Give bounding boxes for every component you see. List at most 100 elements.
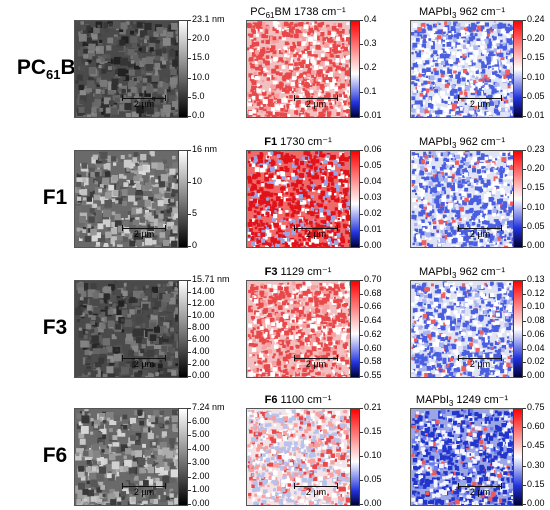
colorbar-tick-label: 12.00 [188,298,215,308]
colorbar-tick-label: 0.58 [360,356,382,367]
colorbar-tick-label: 0.12 [523,287,545,298]
colorbar-tick-label: 0.06 [360,144,382,154]
colorbar-tick-label: 7.24 nm [188,402,225,412]
colorbar-tick-label: 5.00 [188,429,210,440]
scale-bar-label: 2 µm [133,359,155,369]
colorbar-tick-label: 0.04 [360,176,382,186]
scale-bar-label: 2 µm [305,99,327,109]
scale-bar-label: 2 µm [469,229,491,239]
sample-label: F1 [42,186,68,209]
colorbar-tick-label: 0.05 [523,220,545,231]
afm-topography-image [74,20,180,118]
colorbar-tick-label: 23.1 nm [188,14,225,24]
scale-bar-label: 2 µm [305,487,327,497]
colorbar-tick-label: 4.00 [188,443,210,454]
colorbar-tick-label: 0.00 [360,240,382,250]
colorbar-tick-label: 0.3 [360,38,377,48]
colorbar-tick-label: 4.00 [188,346,210,356]
colorbar-tick-label: 8.00 [188,322,210,332]
colorbar-tick-label: 0.03 [360,192,382,202]
colorbar-tick-label: 0 [187,240,198,250]
colorbar-tick-label: 5.0 [188,90,205,101]
colorbar-tick-label: 0.10 [523,201,545,212]
scale-bar-label: 2 µm [305,359,327,369]
colorbar-tick-label: 0.05 [360,474,382,484]
colorbar-tick-label: 0.70 [360,274,382,284]
colorbar [350,408,360,506]
colorbar [350,150,360,248]
colorbar-tick-label: 0.15 [523,52,545,63]
mapbi3-absorption-map [410,280,516,378]
colorbar [350,20,360,118]
scale-bar-label: 2 µm [133,229,155,239]
scale-bar-label: 2 µm [133,99,155,109]
colorbar-tick-label: 1.00 [188,484,210,495]
colorbar-tick-label: 0.62 [360,328,382,339]
colorbar-tick-label: 0.15 [523,182,545,193]
colorbar-tick-label: 0.23 [523,144,545,154]
colorbar-tick-label: 0.04 [523,342,545,353]
colorbar-tick-label: 0.20 [523,163,545,174]
colorbar [513,20,523,118]
colorbar-tick-label: 0.13 [523,274,545,284]
colorbar-tick-label: 0.01 [360,110,382,120]
colorbar-tick-label: 0.45 [523,440,545,451]
colorbar [178,408,188,506]
colorbar-tick-label: 0.05 [523,90,545,101]
mapbi3-absorption-map [410,408,516,506]
colorbar-tick-label: 10.00 [188,310,215,320]
colorbar-tick-label: 10.0 [188,71,210,82]
colorbar [513,150,523,248]
scale-bar-label: 2 µm [305,229,327,239]
ir-map-title: PC61BM 1738 cm⁻¹ [250,6,346,21]
colorbar-tick-label: 0.4 [360,14,377,24]
colorbar-tick-label: 6.00 [188,334,210,344]
colorbar-tick-label: 0.2 [360,62,377,72]
colorbar-tick-label: 2.00 [188,470,210,481]
colorbar-tick-label: 15.71 nm [188,274,230,284]
colorbar [350,280,360,378]
afm-topography-image [74,408,180,506]
colorbar-tick-label: 5 [187,208,198,218]
ir-map-title: F1 1730 cm⁻¹ [264,136,332,148]
mapbi3-map-title: MAPbI3 962 cm⁻¹ [418,266,506,281]
afm-topography-image [74,280,180,378]
scale-bar-label: 2 µm [469,359,491,369]
colorbar-tick-label: 10 [187,176,203,186]
colorbar-tick-label: 0.60 [523,421,545,432]
ir-absorption-map [246,20,352,118]
colorbar-tick-label: 0.08 [523,315,545,326]
mapbi3-absorption-map [410,150,516,248]
colorbar-tick-label: 0.15 [360,426,382,436]
colorbar-tick-label: 0.10 [523,301,545,312]
colorbar-tick-label: 0.01 [523,110,545,120]
colorbar-tick-label: 2.00 [188,358,210,368]
colorbar-tick-label: 0.15 [523,478,545,489]
colorbar [178,150,188,248]
mapbi3-absorption-map [410,20,516,118]
colorbar-tick-label: 0.01 [360,224,382,234]
colorbar-tick-label: 16 nm [187,144,218,154]
scale-bar-label: 2 µm [469,487,491,497]
colorbar-tick-label: 0.60 [360,342,382,353]
colorbar-tick-label: 0.21 [360,402,382,412]
colorbar-tick-label: 0.06 [523,328,545,339]
scale-bar-label: 2 µm [133,487,155,497]
mapbi3-map-title: MAPbI3 1249 cm⁻¹ [415,394,509,409]
colorbar-tick-label: 3.00 [188,456,210,467]
colorbar-tick-label: 6.00 [188,415,210,426]
ir-absorption-map [246,280,352,378]
colorbar-tick-label: 0.55 [360,370,382,380]
colorbar-tick-label: 0.00 [188,498,210,508]
colorbar-tick-label: 0.68 [360,287,382,298]
colorbar-tick-label: 0.66 [360,301,382,312]
colorbar-tick-label: 0.02 [360,208,382,218]
colorbar-tick-label: 0.00 [188,370,210,380]
colorbar [513,408,523,506]
ir-absorption-map [246,408,352,506]
mapbi3-map-title: MAPbI3 962 cm⁻¹ [418,136,506,151]
colorbar-tick-label: 0.05 [360,160,382,170]
ir-map-title: F3 1129 cm⁻¹ [264,266,332,278]
colorbar-tick-label: 0.20 [523,33,545,44]
colorbar-tick-label: 0.00 [523,498,545,508]
